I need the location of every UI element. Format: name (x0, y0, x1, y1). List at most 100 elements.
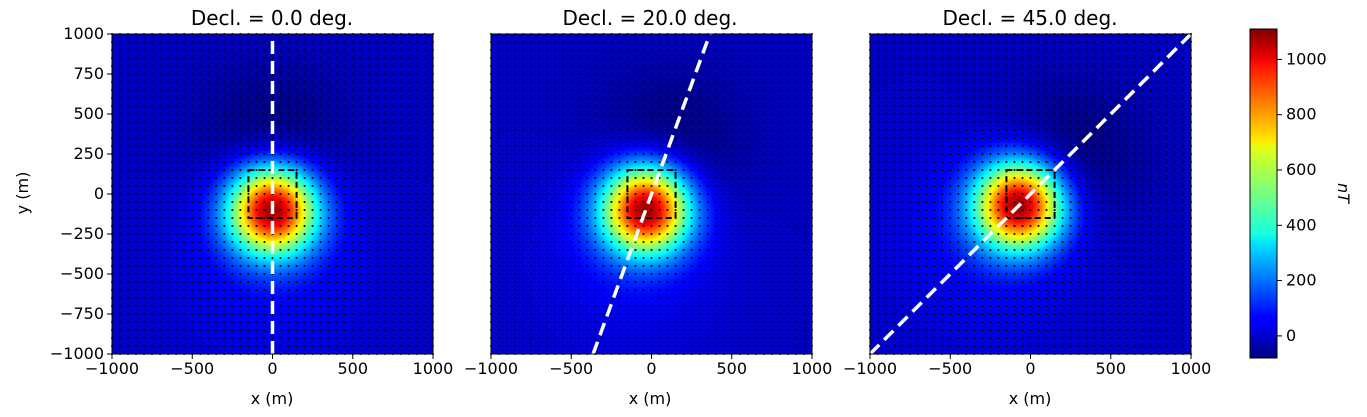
observation-point (965, 296, 968, 300)
observation-point (1157, 72, 1160, 76)
observation-point (1037, 304, 1040, 308)
observation-point (215, 88, 218, 92)
observation-point (1109, 256, 1112, 260)
observation-point (279, 64, 282, 68)
observation-point (933, 112, 936, 116)
observation-point (674, 264, 677, 268)
observation-point (1157, 336, 1160, 340)
observation-point (917, 40, 920, 44)
observation-point (375, 312, 378, 316)
observation-point (1061, 232, 1064, 236)
observation-point (1101, 184, 1104, 188)
observation-point (754, 200, 757, 204)
observation-point (1149, 280, 1152, 284)
observation-point (522, 120, 525, 124)
observation-point (159, 216, 162, 220)
observation-point (514, 40, 517, 44)
observation-point (722, 144, 725, 148)
observation-point (562, 288, 565, 292)
observation-point (143, 48, 146, 52)
observation-point (1125, 160, 1128, 164)
observation-point (901, 216, 904, 220)
observation-point (546, 336, 549, 340)
observation-point (1077, 64, 1080, 68)
observation-point (578, 304, 581, 308)
observation-point (546, 216, 549, 220)
observation-point (231, 152, 234, 156)
observation-point (1165, 288, 1168, 292)
observation-point (997, 312, 1000, 316)
observation-point (941, 64, 944, 68)
observation-point (722, 248, 725, 252)
observation-point (279, 136, 282, 140)
x-tick-label: −500 (170, 359, 214, 378)
observation-point (359, 280, 362, 284)
observation-point (586, 280, 589, 284)
observation-point (287, 152, 290, 156)
observation-point (207, 232, 210, 236)
observation-point (1005, 288, 1008, 292)
observation-point (351, 72, 354, 76)
observation-point (506, 200, 509, 204)
observation-point (730, 200, 733, 204)
observation-point (997, 88, 1000, 92)
observation-point (989, 96, 992, 100)
observation-point (618, 224, 621, 228)
observation-point (690, 200, 693, 204)
observation-point (311, 248, 314, 252)
observation-point (497, 176, 501, 180)
observation-point (957, 80, 960, 84)
observation-point (407, 240, 410, 244)
observation-point (343, 152, 346, 156)
observation-point (610, 176, 613, 180)
observation-point (973, 288, 976, 292)
observation-point (738, 248, 741, 252)
observation-point (1077, 296, 1080, 300)
observation-point (231, 224, 234, 228)
observation-point (618, 72, 621, 76)
observation-point (917, 96, 920, 100)
observation-point (714, 232, 717, 236)
observation-point (319, 224, 322, 228)
observation-point (375, 240, 378, 244)
observation-point (343, 256, 346, 260)
observation-point (884, 96, 888, 100)
observation-point (706, 184, 709, 188)
observation-point (546, 288, 549, 292)
observation-point (901, 112, 904, 116)
observation-point (658, 72, 661, 76)
observation-point (618, 304, 621, 308)
observation-point (682, 184, 685, 188)
observation-point (415, 320, 418, 324)
observation-point (151, 152, 154, 156)
observation-point (1085, 216, 1088, 220)
observation-point (730, 88, 733, 92)
observation-point (497, 232, 501, 236)
observation-point (778, 240, 781, 244)
observation-point (957, 104, 960, 108)
observation-point (530, 224, 533, 228)
observation-point (730, 328, 733, 332)
observation-point (714, 224, 717, 228)
observation-point (876, 240, 880, 244)
observation-point (1173, 320, 1177, 324)
observation-point (989, 176, 992, 180)
observation-point (159, 88, 162, 92)
observation-point (319, 240, 322, 244)
observation-point (247, 152, 250, 156)
observation-point (554, 96, 557, 100)
observation-point (375, 208, 378, 212)
observation-point (143, 144, 146, 148)
observation-point (538, 56, 541, 60)
observation-point (802, 248, 806, 252)
observation-point (1109, 192, 1112, 196)
observation-point (682, 312, 685, 316)
observation-point (594, 336, 597, 340)
observation-point (706, 272, 709, 276)
observation-point (562, 248, 565, 252)
observation-point (981, 304, 984, 308)
observation-point (682, 192, 685, 196)
observation-point (981, 184, 984, 188)
observation-point (151, 72, 154, 76)
observation-point (594, 112, 597, 116)
